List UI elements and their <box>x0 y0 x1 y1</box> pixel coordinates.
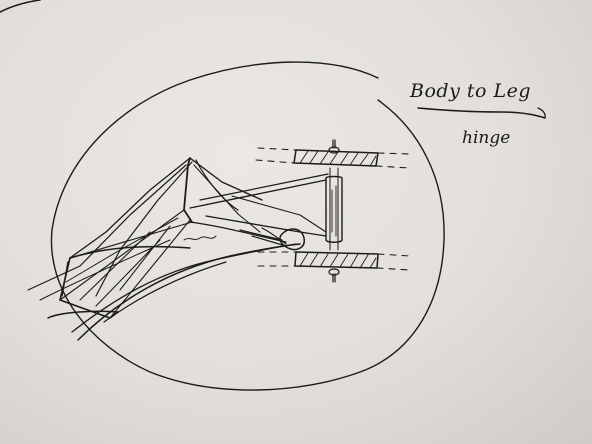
annotation-title: Body to Leg <box>410 80 531 102</box>
annotation-subtitle: hinge <box>462 128 511 148</box>
annotation-underline <box>417 107 546 119</box>
leg-truss <box>27 157 329 341</box>
corner-stroke <box>0 0 41 13</box>
enclosing-ellipse <box>50 61 445 391</box>
lower-body-plate <box>257 251 411 271</box>
annotation-underline-tail <box>537 107 546 119</box>
hinge-pin <box>325 139 343 283</box>
upper-body-plate <box>255 147 411 169</box>
